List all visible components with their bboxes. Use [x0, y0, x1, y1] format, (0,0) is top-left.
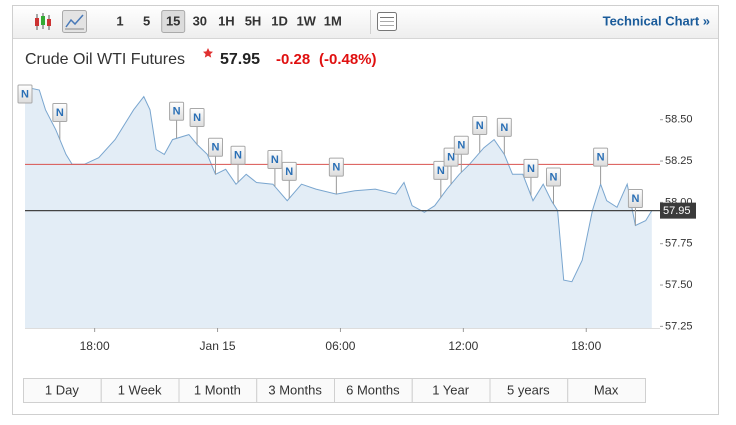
news-marker[interactable]: [17, 84, 33, 104]
news-marker[interactable]: [627, 189, 643, 209]
technical-chart-link[interactable]: Technical Chart »: [603, 13, 710, 28]
news-marker[interactable]: [169, 101, 185, 121]
news-label: N: [457, 140, 465, 152]
news-label: N: [447, 152, 455, 164]
settings-icon[interactable]: [377, 12, 397, 31]
range-button[interactable]: [100, 378, 180, 403]
news-label: N: [550, 171, 558, 183]
range-label[interactable]: 1 Month: [194, 382, 241, 397]
line-icon[interactable]: [62, 10, 87, 33]
news-label: N: [437, 165, 445, 177]
news-label: N: [500, 122, 508, 134]
price-change-percent: (-0.48%): [319, 51, 377, 68]
y-tick-label: 57.25: [665, 320, 693, 332]
news-marker[interactable]: [328, 157, 344, 177]
x-tick-label: 12:00: [448, 339, 478, 353]
news-label: N: [527, 163, 535, 175]
news-marker[interactable]: [472, 116, 488, 136]
news-label: N: [21, 88, 29, 100]
interval-button[interactable]: 5H: [245, 13, 262, 28]
y-tick-label: 58.50: [665, 114, 693, 126]
news-label: N: [56, 107, 64, 119]
alert-star[interactable]: [203, 48, 213, 58]
interval-button[interactable]: 30: [193, 13, 207, 28]
news-marker[interactable]: [593, 147, 609, 167]
news-marker[interactable]: [208, 137, 223, 157]
range-button[interactable]: [567, 378, 646, 403]
range-label[interactable]: 5 years: [507, 382, 550, 397]
news-label: N: [234, 150, 242, 162]
news-label: N: [173, 106, 181, 118]
interval-selected: [161, 10, 186, 33]
range-button[interactable]: [256, 378, 335, 403]
x-tick-label: Jan 15: [200, 339, 236, 353]
range-button[interactable]: [489, 378, 569, 403]
interval-button[interactable]: 1H: [218, 13, 235, 28]
price-line: [24, 87, 653, 283]
y-tick-label: 58.25: [665, 155, 693, 167]
news-marker[interactable]: [545, 167, 561, 187]
candle-icon[interactable]: [35, 13, 51, 30]
range-label[interactable]: 3 Months: [268, 382, 322, 397]
news-marker[interactable]: [189, 108, 205, 128]
interval-button[interactable]: 1: [116, 13, 123, 28]
news-marker[interactable]: [496, 117, 512, 137]
range-label[interactable]: 1 Year: [432, 382, 470, 397]
y-tick-label: 57.50: [665, 279, 693, 291]
x-tick-label: 18:00: [571, 339, 601, 353]
news-label: N: [631, 193, 639, 205]
range-label[interactable]: 6 Months: [346, 382, 400, 397]
news-marker[interactable]: [52, 103, 68, 123]
news-label: N: [285, 166, 293, 178]
x-tick-label: 06:00: [325, 339, 355, 353]
news-marker[interactable]: [281, 161, 297, 181]
range-label[interactable]: 1 Day: [45, 382, 79, 397]
news-marker[interactable]: [523, 158, 539, 178]
news-marker[interactable]: [453, 135, 469, 155]
x-tick-label: 18:00: [80, 339, 110, 353]
range-button[interactable]: [23, 378, 102, 403]
y-tick-label: 57.75: [665, 238, 693, 250]
news-label: N: [212, 142, 220, 154]
area-fill: [25, 88, 652, 328]
news-label: N: [332, 162, 340, 174]
news-marker[interactable]: [230, 145, 246, 165]
toolbar: [13, 6, 718, 38]
news-marker[interactable]: [267, 150, 283, 170]
last-price-label: 57.95: [663, 205, 691, 217]
interval-button[interactable]: 5: [143, 13, 150, 28]
last-price: 57.95: [220, 51, 260, 68]
interval-button[interactable]: 15: [166, 13, 180, 28]
last-price-box: [660, 202, 696, 219]
instrument-name: Crude Oil WTI Futures: [25, 51, 185, 68]
news-label: N: [597, 152, 605, 164]
news-label: N: [271, 154, 279, 166]
price-change: -0.28: [276, 51, 310, 68]
news-label: N: [476, 120, 484, 132]
range-label[interactable]: Max: [594, 382, 619, 397]
range-label[interactable]: 1 Week: [118, 382, 162, 397]
news-label: N: [193, 112, 201, 124]
interval-button[interactable]: 1M: [324, 13, 342, 28]
interval-button[interactable]: 1D: [271, 13, 288, 28]
interval-button[interactable]: 1W: [296, 13, 316, 28]
range-button[interactable]: [411, 378, 491, 403]
